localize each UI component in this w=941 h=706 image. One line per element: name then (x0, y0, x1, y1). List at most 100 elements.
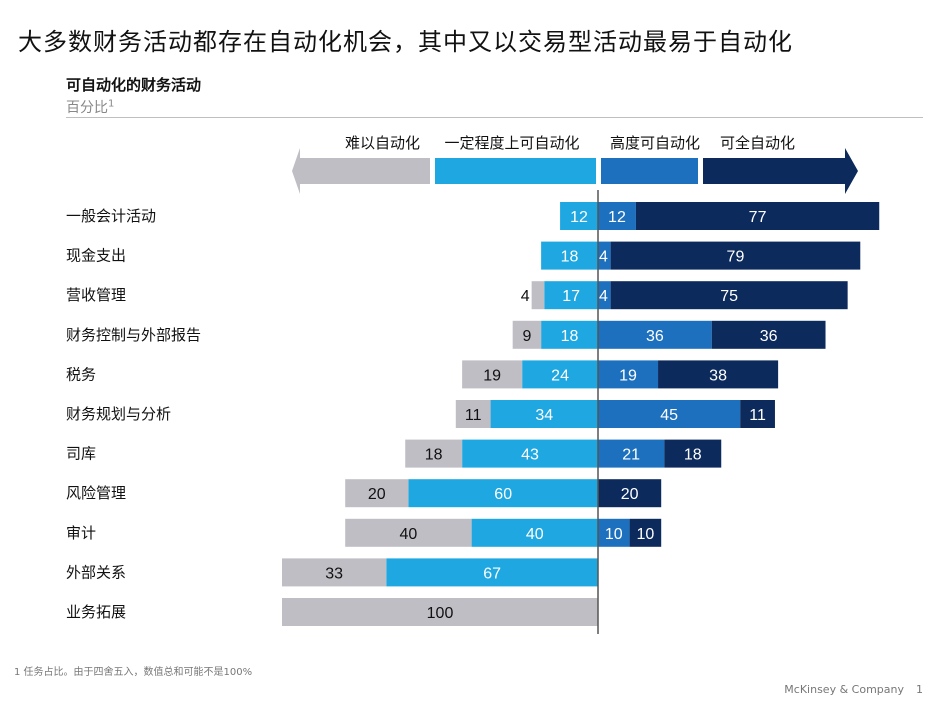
bar-partial (408, 479, 598, 508)
legend-swatch-1 (435, 158, 596, 184)
unit-label: 百分比1 (66, 97, 114, 117)
bar-hard (512, 320, 542, 349)
bar-value-label: 21 (622, 447, 640, 464)
footnote: 1 任务占比。由于四舍五入，数值总和可能不是100% (14, 667, 253, 678)
bar-value-label: 60 (494, 486, 512, 503)
unit-superscript: 1 (108, 98, 115, 110)
category-label: 营收管理 (66, 286, 126, 304)
bar-value-label: 4 (599, 288, 608, 305)
category-label: 业务拓展 (66, 603, 126, 621)
bar-value-label: 36 (646, 328, 664, 345)
legend-label: 难以自动化 (345, 134, 420, 152)
bar-value-label: 18 (561, 249, 579, 266)
unit-label-text: 百分比 (66, 100, 108, 116)
bar-hard (462, 360, 523, 389)
category-label: 税务 (66, 365, 96, 383)
bar-value-label: 40 (526, 526, 544, 543)
legend-label: 可全自动化 (720, 134, 795, 152)
category-label: 风险管理 (66, 484, 126, 502)
legend-swatch-2 (601, 158, 698, 184)
legend-label: 一定程度上可自动化 (444, 134, 579, 152)
bar-value-label: 38 (709, 367, 727, 384)
bar-partial (560, 202, 598, 230)
bar-full (610, 281, 848, 310)
bar-partial (490, 400, 598, 428)
bar-full (664, 439, 722, 468)
bar-partial (522, 360, 598, 389)
bar-value-label: 12 (608, 209, 626, 226)
bar-value-label: 18 (684, 447, 702, 464)
bar-partial (544, 281, 598, 310)
bar-high (598, 400, 741, 428)
bar-value-label: 20 (368, 486, 386, 503)
bar-high (598, 360, 659, 389)
bar-value-label: 24 (551, 367, 569, 384)
bar-partial (386, 558, 598, 587)
bar-hard (531, 281, 545, 310)
category-label: 现金支出 (66, 247, 126, 265)
bar-partial (541, 241, 598, 270)
footer: McKinsey & Company 1 (772, 683, 923, 696)
bar-high (598, 202, 636, 230)
bar-value-label: 77 (749, 209, 767, 226)
bar-value-label: 40 (400, 526, 418, 543)
bar-full (740, 400, 775, 428)
bar-partial (462, 439, 598, 468)
category-label: 司库 (66, 445, 96, 463)
bar-full (711, 320, 826, 349)
header-divider (66, 117, 923, 118)
page-title: 大多数财务活动都存在自动化机会，其中又以交易型活动最易于自动化 (18, 28, 793, 56)
bar-hard (282, 598, 598, 626)
bar-value-label: 79 (727, 249, 745, 266)
bar-full (658, 360, 779, 389)
bar-hard (345, 518, 472, 547)
bar-value-label: 19 (483, 367, 501, 384)
legend-label: 高度可自动化 (610, 134, 700, 152)
bar-hard (405, 439, 463, 468)
page-number: 1 (916, 683, 923, 696)
bar-high (598, 518, 630, 547)
bar-value-label: 34 (535, 407, 553, 424)
legend-swatch-0 (292, 148, 430, 194)
bar-value-label: 100 (427, 605, 454, 622)
bar-value-label: 10 (637, 526, 655, 543)
bar-value-label: 67 (483, 565, 501, 582)
bar-value-label: 43 (521, 447, 539, 464)
bar-value-label: 12 (570, 209, 588, 226)
bar-full (635, 202, 880, 230)
bar-partial (541, 320, 598, 349)
bar-value-label: 18 (425, 447, 443, 464)
legend-swatch-3 (703, 148, 858, 194)
bar-full (598, 479, 662, 508)
bar-value-label: 10 (605, 526, 623, 543)
bar-value-label: 45 (660, 407, 678, 424)
bar-partial (471, 518, 598, 547)
bar-value-label: 19 (619, 367, 637, 384)
bar-high (598, 281, 611, 310)
bar-full (610, 241, 861, 270)
bar-value-label: 75 (720, 288, 738, 305)
bar-hard (455, 400, 491, 428)
bar-value-label: 11 (749, 407, 766, 424)
bar-value-label: 36 (760, 328, 778, 345)
bar-high (598, 439, 665, 468)
bar-value-label: 11 (465, 407, 482, 424)
bar-full (629, 518, 662, 547)
bar-value-label: 33 (325, 565, 343, 582)
bar-value-label: 18 (561, 328, 579, 345)
bar-hard (345, 479, 409, 508)
footer-brand: McKinsey & Company (784, 683, 904, 696)
bar-value-label: 9 (522, 328, 531, 345)
category-label: 财务规划与分析 (66, 405, 171, 423)
bar-value-label: 20 (621, 486, 639, 503)
bar-high (598, 320, 712, 349)
chart-subtitle: 可自动化的财务活动 (66, 76, 202, 94)
bar-value-label: 4 (521, 288, 530, 305)
category-label: 一般会计活动 (66, 207, 156, 225)
category-label: 审计 (66, 524, 96, 542)
category-label: 财务控制与外部报告 (66, 326, 201, 344)
bar-high (598, 241, 611, 270)
category-label: 外部关系 (66, 563, 126, 581)
bar-value-label: 17 (562, 288, 580, 305)
